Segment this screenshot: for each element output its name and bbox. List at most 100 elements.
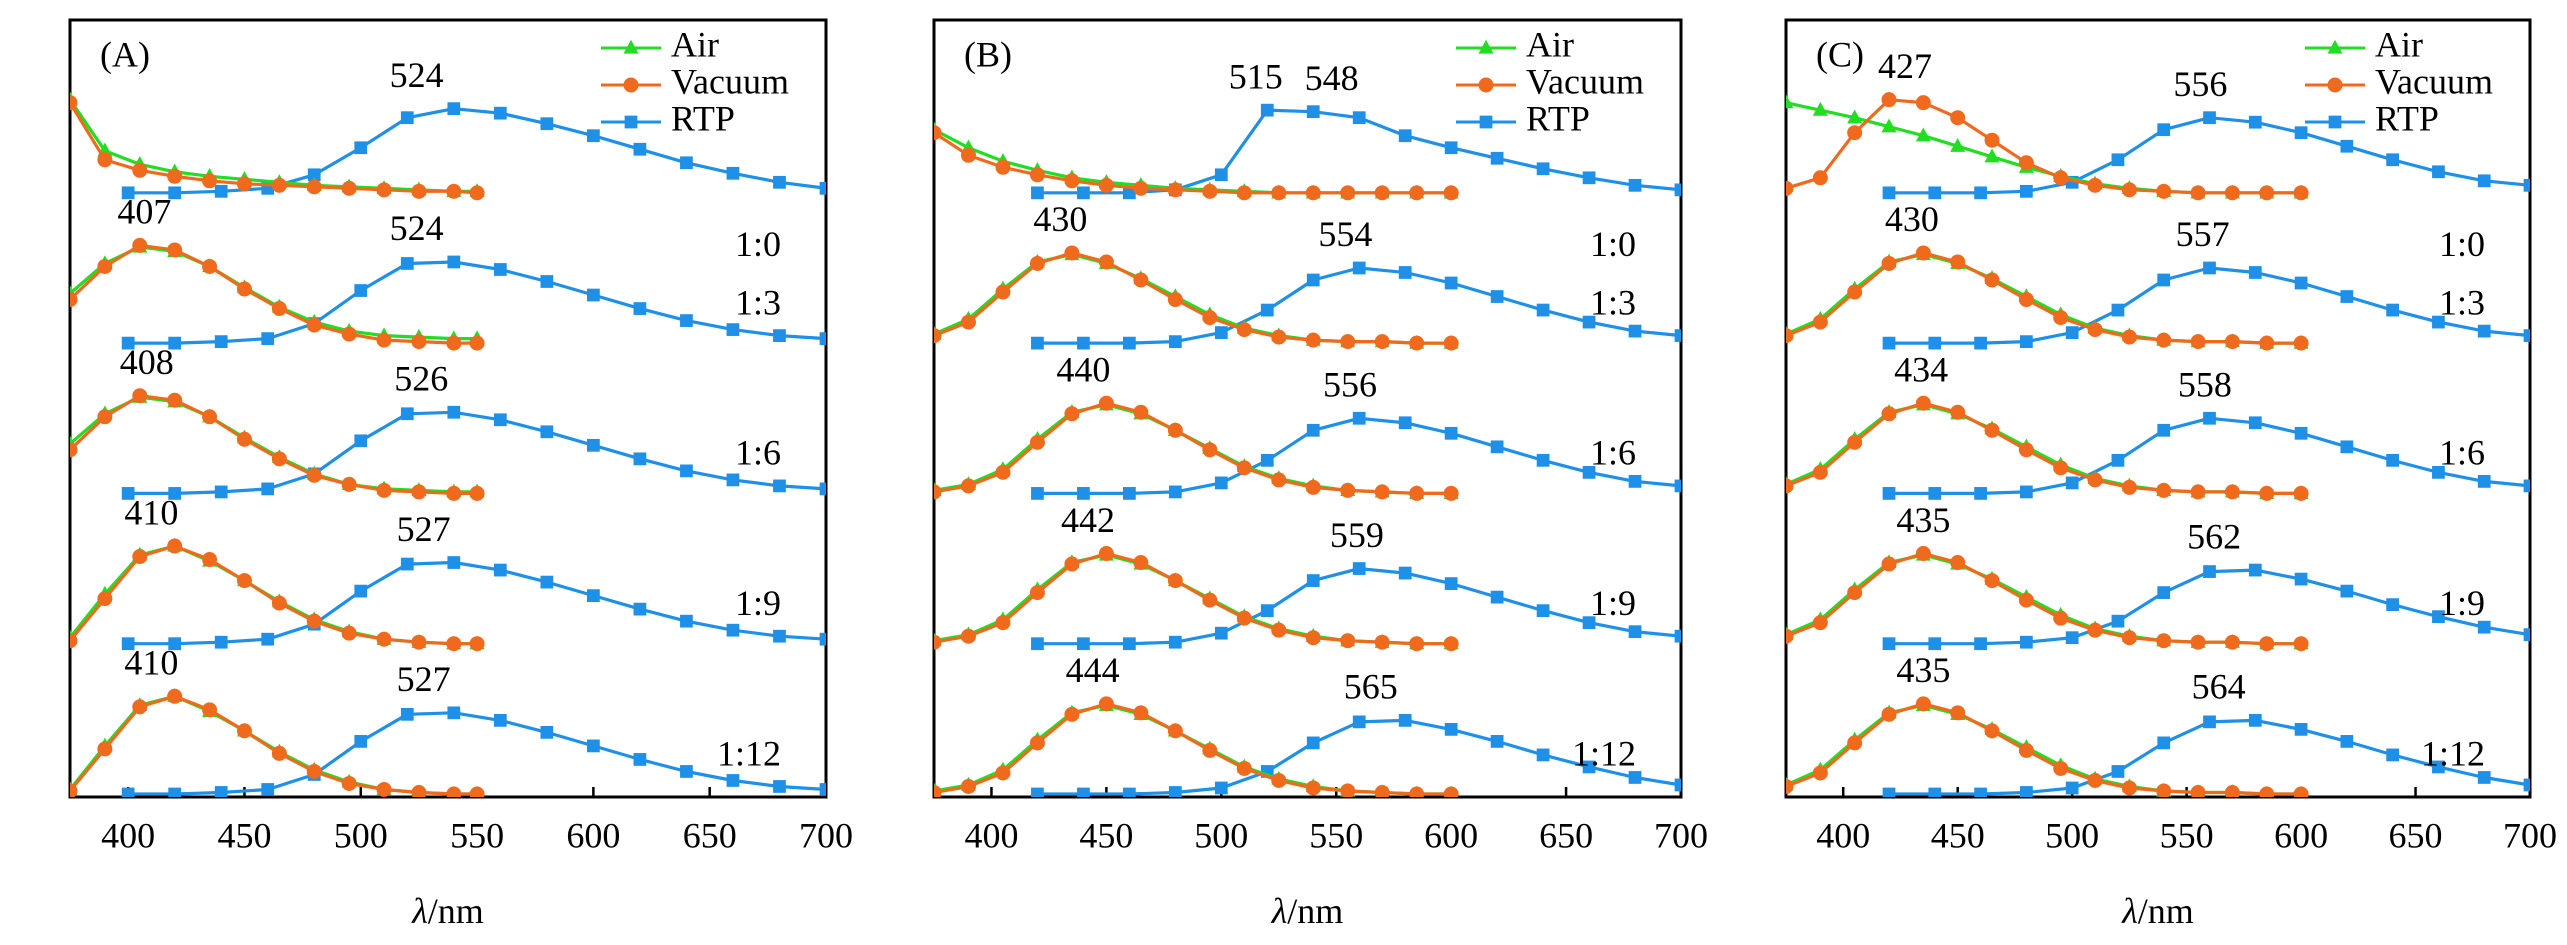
marker bbox=[1374, 784, 1390, 797]
marker bbox=[1974, 186, 1987, 200]
legend-marker bbox=[624, 115, 638, 129]
x-tick-label: 450 bbox=[217, 815, 271, 855]
marker bbox=[168, 336, 182, 350]
x-tick-label: 500 bbox=[334, 815, 388, 855]
marker bbox=[1029, 167, 1045, 183]
marker bbox=[202, 258, 218, 274]
marker bbox=[587, 288, 600, 302]
marker bbox=[633, 602, 647, 616]
legend-marker bbox=[623, 39, 639, 54]
marker bbox=[819, 181, 826, 195]
marker bbox=[132, 549, 148, 565]
marker bbox=[2121, 329, 2137, 345]
marker bbox=[1812, 615, 1828, 631]
ratio-label: 1:6 bbox=[735, 433, 781, 473]
series-line bbox=[1786, 252, 2302, 345]
panel-label: (C) bbox=[1816, 34, 1864, 74]
marker bbox=[773, 780, 786, 793]
marker bbox=[1812, 464, 1828, 480]
marker bbox=[1271, 472, 1287, 488]
marker bbox=[1214, 326, 1228, 339]
marker bbox=[1098, 696, 1114, 712]
marker bbox=[1133, 705, 1149, 721]
marker bbox=[1847, 109, 1863, 124]
marker bbox=[202, 409, 218, 425]
marker bbox=[447, 102, 461, 116]
marker bbox=[1306, 105, 1320, 119]
peak-label: 430 bbox=[1885, 199, 1939, 239]
peak-label: 554 bbox=[1318, 214, 1372, 254]
series-line bbox=[70, 395, 478, 494]
marker bbox=[354, 584, 368, 598]
x-tick-label: 600 bbox=[2274, 815, 2328, 855]
marker bbox=[1398, 566, 1412, 580]
marker bbox=[1628, 178, 1642, 192]
marker bbox=[271, 595, 287, 611]
marker bbox=[1236, 460, 1252, 476]
marker bbox=[680, 314, 693, 327]
marker bbox=[97, 409, 113, 425]
peak-label: 565 bbox=[1344, 667, 1398, 707]
marker bbox=[2294, 572, 2308, 586]
marker bbox=[400, 407, 414, 421]
marker bbox=[70, 292, 78, 308]
marker bbox=[2293, 185, 2309, 201]
marker bbox=[306, 467, 322, 483]
marker bbox=[202, 173, 218, 189]
ratio-label: 1:12 bbox=[2421, 733, 2485, 773]
peak-label: 410 bbox=[124, 643, 178, 683]
marker bbox=[2053, 170, 2069, 186]
marker bbox=[167, 242, 183, 258]
marker bbox=[960, 314, 976, 330]
marker bbox=[121, 336, 135, 350]
marker bbox=[1881, 92, 1897, 108]
marker bbox=[1340, 783, 1356, 797]
series-line bbox=[934, 703, 1452, 796]
marker bbox=[411, 484, 427, 500]
panel-label: (B) bbox=[964, 34, 1012, 74]
marker bbox=[633, 753, 647, 766]
x-tick-label: 600 bbox=[1424, 815, 1478, 855]
marker bbox=[819, 332, 826, 345]
marker bbox=[960, 478, 976, 494]
marker bbox=[236, 723, 252, 739]
series-line bbox=[70, 694, 478, 796]
ratio-label: 1:6 bbox=[1590, 433, 1636, 473]
marker bbox=[261, 482, 275, 496]
series-line bbox=[128, 711, 826, 796]
marker bbox=[1064, 173, 1080, 189]
x-tick-label: 700 bbox=[1654, 815, 1708, 855]
series-line bbox=[70, 544, 478, 646]
marker bbox=[376, 781, 392, 797]
marker bbox=[1098, 395, 1114, 411]
marker bbox=[773, 329, 786, 342]
marker bbox=[934, 328, 942, 344]
marker bbox=[995, 765, 1011, 781]
marker bbox=[1077, 637, 1090, 651]
marker bbox=[2157, 736, 2171, 750]
marker bbox=[411, 784, 427, 797]
peak-label: 556 bbox=[1323, 365, 1377, 405]
marker bbox=[1340, 633, 1356, 649]
x-tick-label: 400 bbox=[101, 815, 155, 855]
marker bbox=[1582, 760, 1596, 774]
marker bbox=[469, 335, 485, 351]
marker bbox=[447, 255, 461, 269]
marker bbox=[1260, 604, 1274, 618]
marker bbox=[819, 783, 826, 796]
ratio-label: 1:12 bbox=[717, 733, 781, 773]
marker bbox=[1374, 634, 1390, 650]
marker bbox=[446, 485, 462, 501]
marker bbox=[2111, 153, 2125, 167]
panel: 400 450 500 550 600 650 700 λ/nm (B) AirVacuumRTP… bbox=[932, 18, 1708, 931]
marker bbox=[1236, 322, 1252, 338]
marker bbox=[2259, 185, 2275, 201]
marker bbox=[2523, 778, 2530, 792]
legend-marker bbox=[1478, 77, 1494, 93]
peak-label: 527 bbox=[397, 659, 451, 699]
marker bbox=[1881, 118, 1897, 133]
marker bbox=[446, 786, 462, 797]
marker bbox=[1812, 101, 1828, 116]
peak-label: 527 bbox=[397, 509, 451, 549]
marker bbox=[341, 476, 357, 492]
